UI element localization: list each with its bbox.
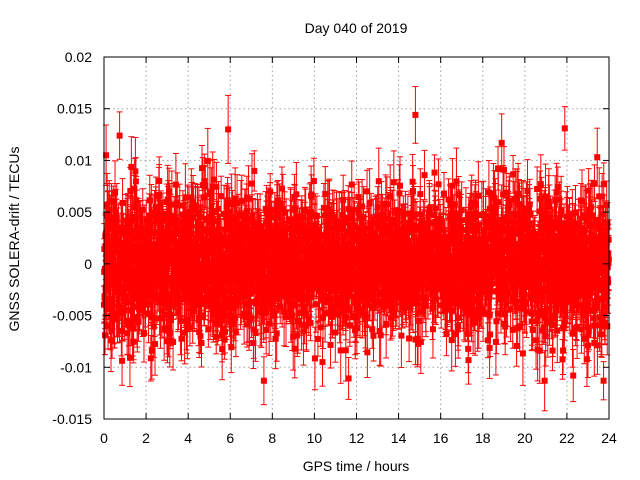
point-marker xyxy=(156,178,162,184)
point-marker xyxy=(132,168,138,174)
point-marker xyxy=(117,133,123,139)
point-marker xyxy=(198,340,204,346)
point-marker xyxy=(251,168,257,174)
point-marker xyxy=(141,330,147,336)
point-marker xyxy=(167,296,173,302)
data-series xyxy=(101,87,612,411)
data-point xyxy=(119,336,125,385)
point-marker xyxy=(140,207,146,213)
point-marker xyxy=(102,332,108,338)
point-marker xyxy=(201,178,207,184)
point-marker xyxy=(147,197,153,203)
point-marker xyxy=(273,336,279,342)
point-marker xyxy=(222,329,228,335)
point-marker xyxy=(151,315,157,321)
point-marker xyxy=(166,188,172,194)
point-marker xyxy=(187,324,193,330)
point-marker xyxy=(216,206,222,212)
point-marker xyxy=(213,334,219,340)
point-marker xyxy=(119,358,125,364)
point-marker xyxy=(274,330,280,336)
point-marker xyxy=(170,339,176,345)
data-point xyxy=(117,112,123,159)
point-marker xyxy=(114,214,120,220)
point-marker xyxy=(152,341,158,347)
point-marker xyxy=(134,215,140,221)
point-marker xyxy=(179,336,185,342)
point-marker xyxy=(124,330,130,336)
point-marker xyxy=(263,327,269,333)
data-point xyxy=(132,137,138,205)
point-marker xyxy=(148,355,154,361)
point-marker xyxy=(197,333,203,339)
